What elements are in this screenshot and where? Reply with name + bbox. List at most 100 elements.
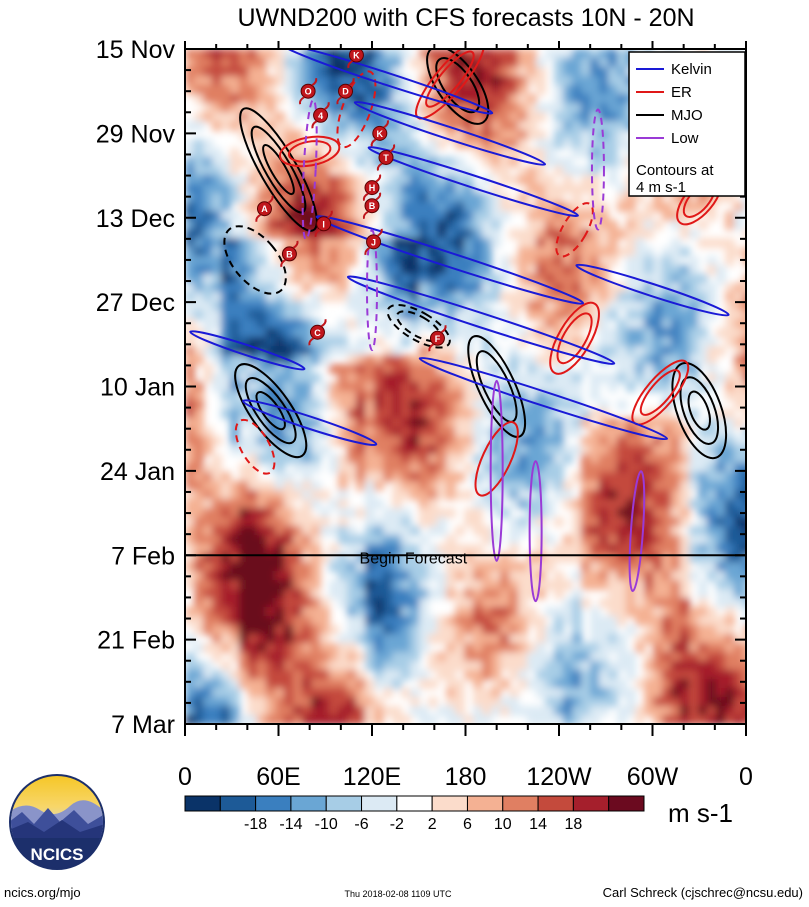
colorbar-swatch (325, 795, 363, 812)
storm-marker: D (336, 77, 355, 105)
storm-marker: T (376, 144, 396, 171)
er-contour (474, 421, 519, 497)
er-contour (556, 312, 593, 365)
x-tick-label: 0 (739, 763, 753, 791)
storm-marker: H (362, 174, 382, 201)
er-contour (336, 70, 377, 149)
storm-letter: D (342, 87, 349, 97)
low-contour (590, 108, 605, 231)
filtered-contours (189, 49, 730, 603)
colorbar-swatch (255, 795, 292, 812)
mjo-contour (386, 303, 451, 349)
colorbar-label: 14 (529, 816, 547, 833)
er-contour (549, 301, 600, 375)
storm-marker: C (308, 319, 327, 346)
storm-letter: F (435, 334, 441, 344)
colorbar-swatch (537, 795, 574, 812)
mjo-contour (234, 363, 308, 459)
low-contour (301, 98, 318, 241)
colorbar-label: -10 (315, 816, 338, 833)
storm-letter: O (305, 87, 312, 97)
colorbar-swatch (572, 795, 610, 812)
er-contour (555, 202, 594, 258)
legend-note-line1: Contours at (636, 162, 714, 179)
footer-url: ncics.org/mjo (4, 885, 81, 900)
colorbar-label: -2 (390, 816, 404, 833)
y-tick-label: 15 Nov (96, 36, 176, 64)
colorbar-swatch (396, 795, 433, 812)
colorbar-swatch (431, 795, 468, 812)
y-tick-label: 27 Dec (96, 289, 175, 317)
low-contour (628, 470, 646, 592)
y-tick-label: 24 Jan (100, 458, 175, 486)
storm-letter: K (377, 129, 384, 139)
x-tick-label: 60W (627, 763, 679, 791)
colorbar-swatch (466, 795, 504, 812)
storm-letter: B (286, 249, 293, 259)
storm-marker: B (362, 192, 382, 219)
legend-label: MJO (671, 107, 703, 124)
footer-timestamp: Thu 2018-02-08 1109 UTC (345, 889, 452, 899)
er-contour (234, 418, 276, 475)
x-tick-label: 0 (178, 763, 192, 791)
y-tick-label: 21 Feb (97, 627, 175, 655)
legend-note-line2: 4 m s-1 (636, 179, 686, 196)
x-tick-label: 120E (343, 763, 401, 791)
mjo-contour (223, 225, 287, 295)
kelvin-contour (367, 146, 579, 218)
mjo-contour (679, 376, 720, 445)
colorbar-label: -6 (354, 816, 368, 833)
y-axis-date-labels: 15 Nov 29 Nov 13 Dec 27 Dec 10 Jan 24 Jan 7 Fe… (96, 36, 176, 739)
x-tick-label: 60E (256, 763, 300, 791)
colorbar-swatch (361, 795, 398, 812)
y-tick-label: 10 Jan (100, 374, 175, 402)
storm-marker: K (370, 120, 389, 147)
forecast-marker: Begin Forecast (185, 550, 746, 567)
mjo-contour (671, 362, 728, 460)
storm-letter: I (322, 219, 325, 229)
y-tick-label: 13 Dec (96, 205, 175, 233)
ncics-logo: NCICS (9, 774, 105, 870)
mjo-contour (687, 390, 711, 431)
colorbar-swatch (219, 795, 257, 812)
y-tick-label: 7 Feb (111, 542, 175, 570)
storm-letter: T (383, 153, 389, 163)
x-axis-longitude-labels: 0 60E 120E 180 120W 60W 0 (178, 763, 753, 791)
axis-ticks (184, 41, 747, 736)
storm-marker: A (255, 195, 274, 222)
storm-letter: J (371, 237, 376, 247)
storm-marker: J (364, 228, 383, 256)
mjo-contour (467, 335, 527, 438)
kelvin-contour (281, 49, 494, 115)
storm-letter: K (353, 51, 360, 61)
storm-letter: A (261, 204, 268, 214)
er-contour (287, 140, 332, 163)
kelvin-contour (353, 100, 547, 166)
kelvin-contour (346, 275, 616, 365)
mjo-contour (262, 144, 295, 196)
mjo-contour (426, 49, 490, 125)
colorbar-swatch (290, 795, 327, 812)
storm-letter: C (314, 328, 321, 338)
kelvin-contour (418, 356, 669, 441)
colorbar-label: -18 (244, 816, 267, 833)
storm-letter: B (369, 201, 376, 211)
colorbar: -18 -14 -10 -6 -2 2 6 10 14 18 (184, 795, 645, 833)
colorbar-swatch (608, 795, 645, 812)
storm-letter: 4 (318, 111, 323, 121)
storm-marker: B (280, 240, 299, 268)
er-contour (425, 50, 475, 108)
x-tick-label: 120W (526, 763, 592, 791)
y-tick-label: 29 Nov (96, 120, 176, 148)
chart-title: UWND200 with CFS forecasts 10N - 20N (237, 4, 694, 32)
colorbar-label: 6 (463, 816, 472, 833)
storm-marker: K (347, 49, 364, 69)
mjo-contour (244, 377, 297, 445)
colorbar-swatch (502, 795, 539, 812)
colorbar-unit: m s-1 (668, 798, 733, 828)
y-tick-label: 7 Mar (111, 711, 175, 739)
colorbar-label: 10 (494, 816, 512, 833)
kelvin-contour (575, 263, 730, 317)
